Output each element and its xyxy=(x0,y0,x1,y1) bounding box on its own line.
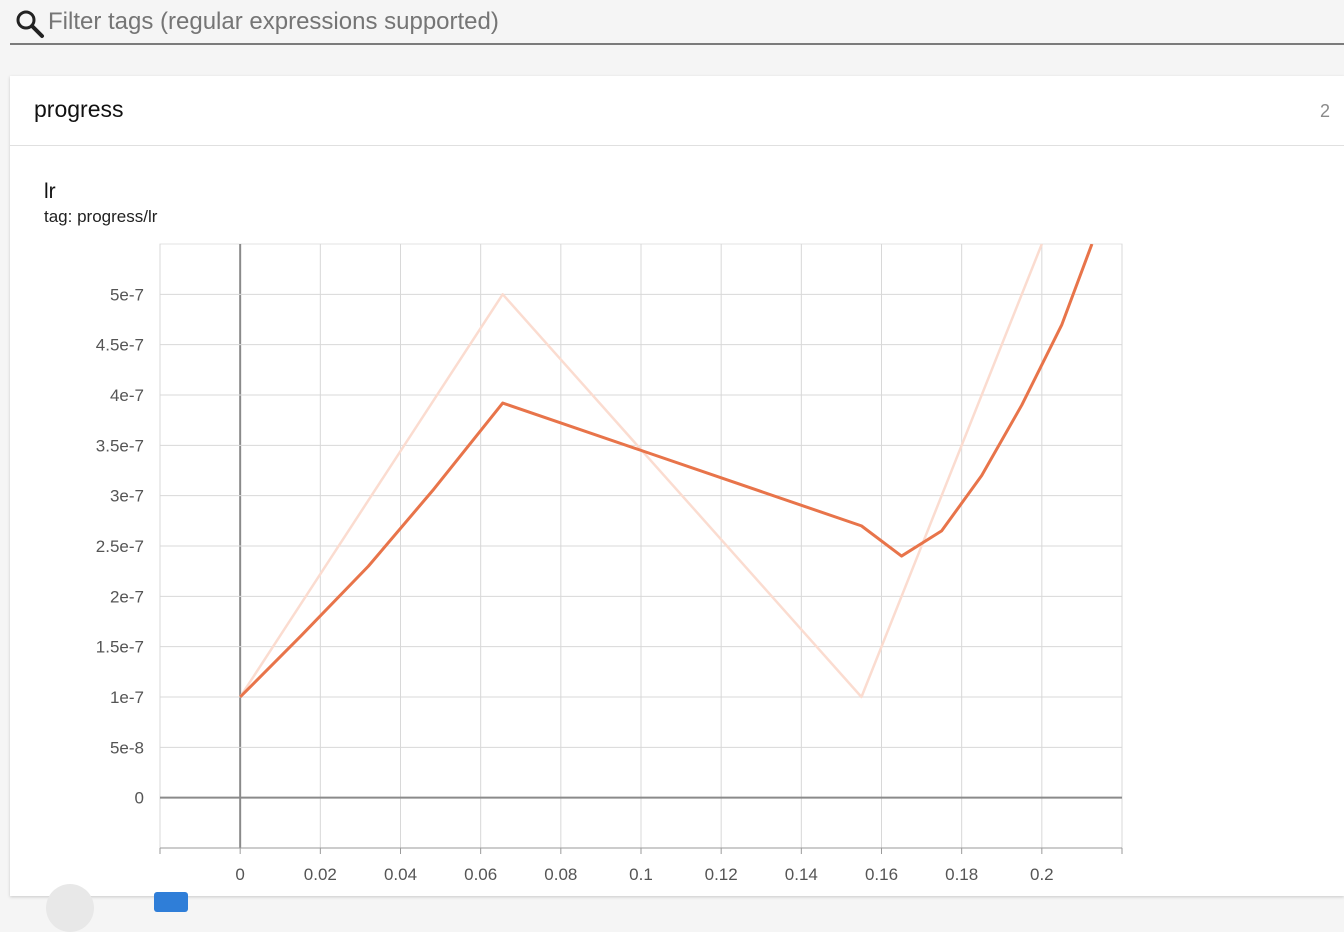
y-tick-label: 5e-8 xyxy=(110,738,144,757)
smoothed-series-line xyxy=(239,244,1094,699)
y-tick-label: 2.5e-7 xyxy=(96,537,144,556)
card-tag-count: 2 xyxy=(1319,101,1330,121)
x-tick-label: 0.06 xyxy=(464,865,497,884)
x-tick-label: 0.12 xyxy=(705,865,738,884)
chart-title: lr xyxy=(44,180,56,203)
y-tick-label: 4e-7 xyxy=(110,386,144,405)
y-tick-label: 3e-7 xyxy=(110,487,144,506)
tag-filter-bar xyxy=(10,0,1344,45)
search-icon xyxy=(16,10,44,38)
x-tick-label: 0.1 xyxy=(629,865,653,884)
y-tick-label: 2e-7 xyxy=(110,587,144,606)
card-header[interactable]: progress 2 xyxy=(10,76,1344,146)
y-tick-label: 3.5e-7 xyxy=(96,436,144,455)
y-tick-label: 5e-7 xyxy=(110,285,144,304)
chart-toggle-checkbox[interactable] xyxy=(154,892,188,912)
x-tick-label: 0.08 xyxy=(544,865,577,884)
x-tick-label: 0.18 xyxy=(945,865,978,884)
y-tick-label: 0 xyxy=(135,789,144,808)
x-tick-label: 0.02 xyxy=(304,865,337,884)
x-tick-label: 0.04 xyxy=(384,865,417,884)
y-tick-label: 1e-7 xyxy=(110,688,144,707)
y-tick-label: 4.5e-7 xyxy=(96,336,144,355)
tag-filter-input[interactable] xyxy=(48,4,1328,40)
lr-line-chart: 0 0.02 0.04 0.06 0.08 0.1 0.12 0.14 0.16 0.18 0.2 0… xyxy=(96,243,1123,884)
x-tick-label: 0 xyxy=(235,865,244,884)
chart-control-button[interactable] xyxy=(46,884,94,932)
x-tick-label: 0.16 xyxy=(865,865,898,884)
raw-series-line xyxy=(239,244,1043,699)
x-tick-label: 0.14 xyxy=(785,865,818,884)
x-tick-label: 0.2 xyxy=(1030,865,1054,884)
card-title: progress xyxy=(34,96,124,122)
y-tick-label: 1.5e-7 xyxy=(96,638,144,657)
chart-tag-label: tag: progress/lr xyxy=(44,207,158,226)
